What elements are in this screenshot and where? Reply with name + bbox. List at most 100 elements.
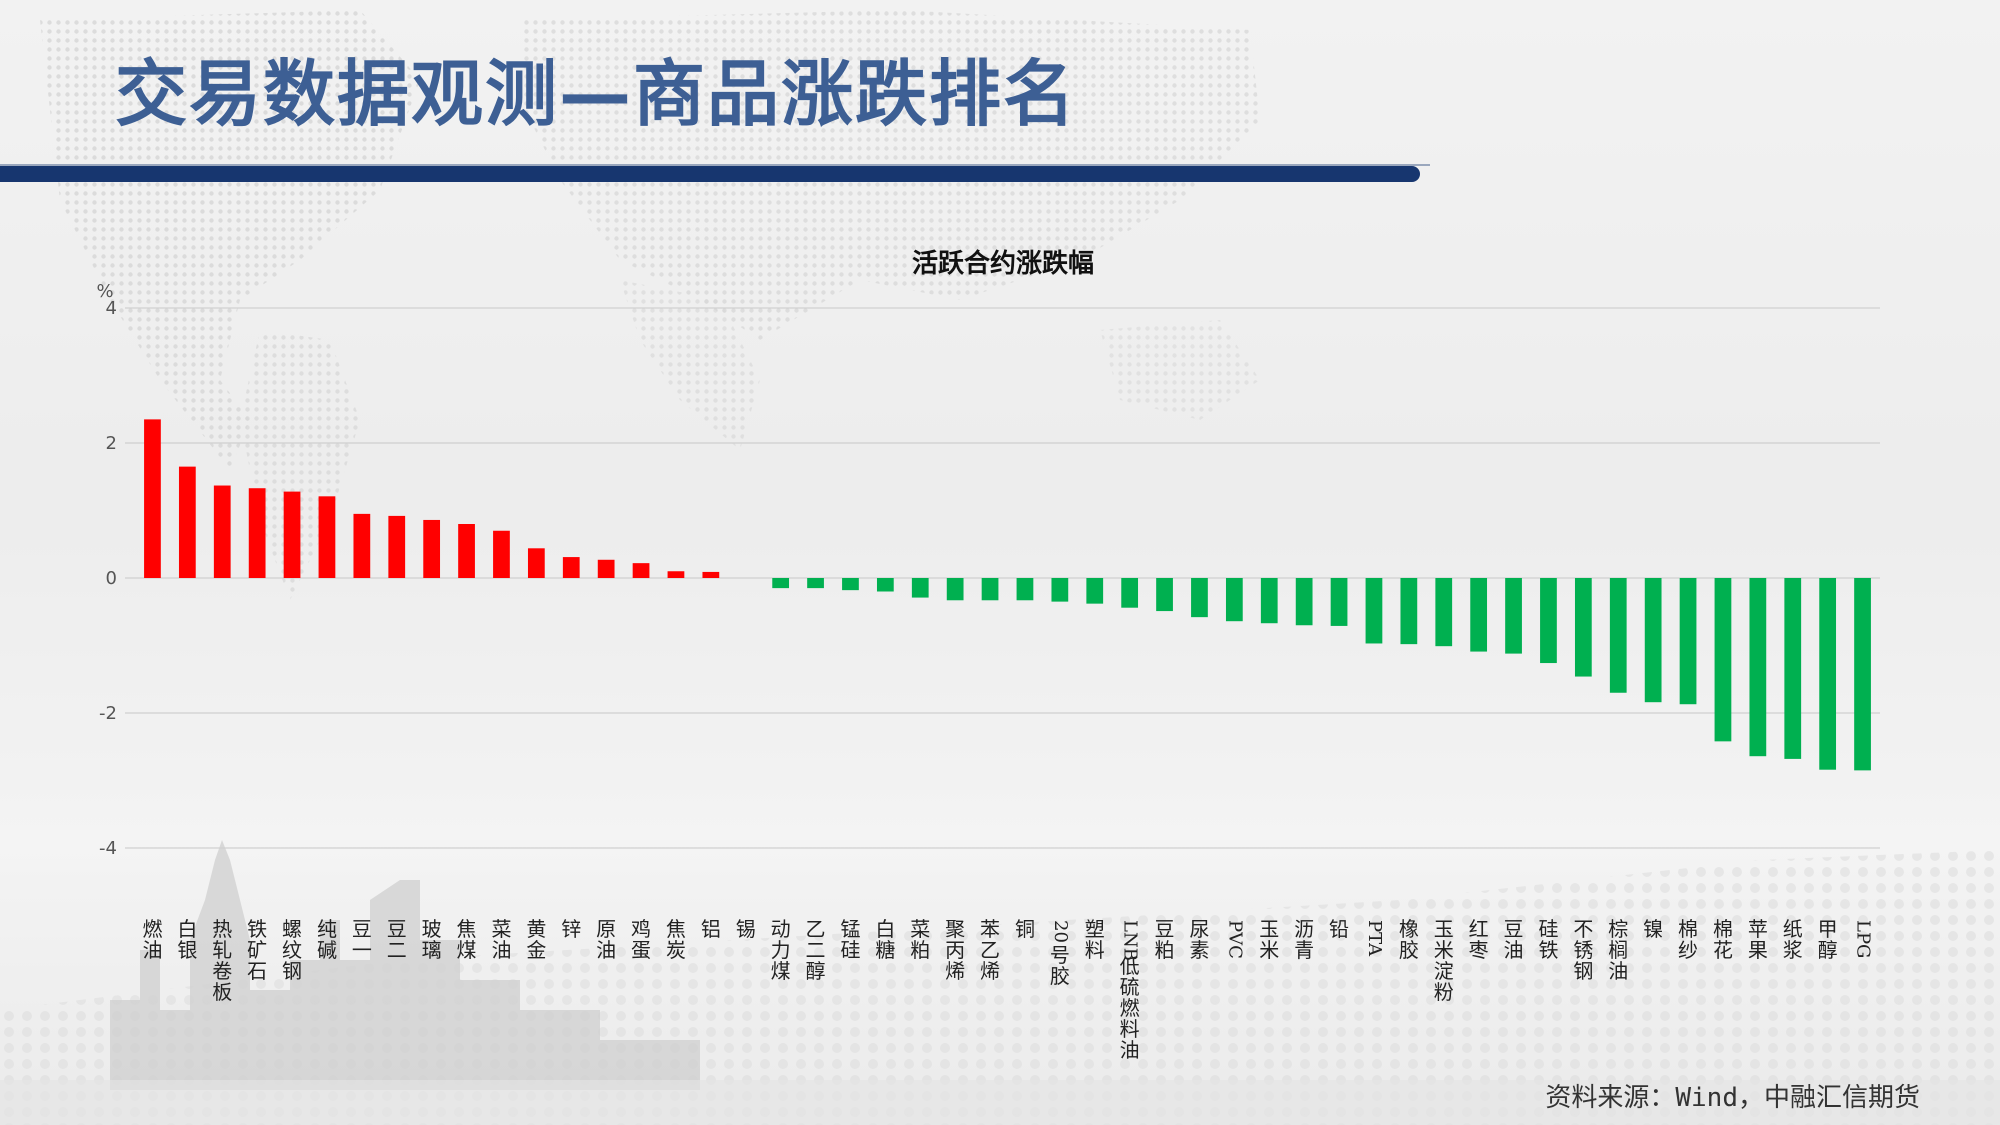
x-label-锡: 锡 [736,917,756,941]
svg-text:橡: 橡 [1399,917,1419,941]
svg-text:硫: 硫 [1120,975,1140,999]
x-label-甲醇: 甲醇 [1818,917,1838,962]
x-label-PTA: PTA [1364,920,1385,957]
bar-豆二 [388,515,406,578]
bar-甲醇 [1819,578,1837,770]
svg-text:粕: 粕 [910,938,930,962]
svg-text:煤: 煤 [771,959,791,983]
y-tick-label: 4 [106,298,117,319]
bar-20号胶 [1051,578,1069,602]
x-label-橡胶: 橡胶 [1399,917,1419,962]
svg-text:菜: 菜 [910,917,930,941]
x-label-锰硅: 锰硅 [840,917,860,962]
svg-text:苯: 苯 [980,917,1000,941]
title-underline [0,164,1430,166]
bar-棉花 [1714,578,1732,742]
bar-LNB低硫燃料油 [1121,578,1139,608]
svg-text:油: 油 [1504,938,1524,962]
y-tick-label: -2 [99,703,117,724]
svg-text:聚: 聚 [945,917,965,941]
y-tick-label: 0 [106,568,117,589]
x-label-豆一: 豆一 [352,917,372,962]
bar-铁矿石 [248,488,266,578]
svg-text:棉: 棉 [1713,917,1733,941]
x-label-棉花: 棉花 [1713,917,1733,962]
svg-text:LNB: LNB [1120,920,1141,961]
bar-锰硅 [842,578,859,591]
svg-text:原: 原 [596,917,616,941]
bar-棉纱 [1679,578,1697,705]
svg-text:热: 热 [212,917,232,941]
x-label-不锈钢: 不锈钢 [1573,917,1593,983]
bar-螺纹钢 [283,491,301,578]
svg-text:豆: 豆 [1155,917,1175,941]
svg-text:碱: 碱 [317,938,337,962]
svg-text:板: 板 [212,980,232,1004]
svg-text:铁: 铁 [247,917,267,941]
svg-text:铝: 铝 [701,917,721,941]
svg-text:硅: 硅 [840,938,860,962]
bar-尿素 [1191,578,1208,618]
svg-text:煤: 煤 [457,938,477,962]
svg-text:纱: 纱 [1678,938,1698,962]
svg-text:二: 二 [806,938,826,962]
svg-text:米: 米 [1259,938,1279,962]
svg-text:石: 石 [247,959,267,983]
svg-text:玉: 玉 [1259,917,1279,941]
svg-text:螺: 螺 [282,917,302,941]
svg-text:沥: 沥 [1294,917,1314,941]
svg-text:乙: 乙 [806,917,826,941]
svg-text:20: 20 [1050,920,1071,943]
svg-text:燃: 燃 [142,917,162,941]
x-label-尿素: 尿素 [1189,917,1209,962]
bar-沥青 [1295,578,1313,626]
svg-text:丙: 丙 [945,938,965,962]
svg-text:黄: 黄 [526,917,546,941]
svg-text:银: 银 [177,938,197,962]
source-note: 资料来源：Wind，中融汇信期货 [1545,1083,1920,1113]
x-label-铅: 铅 [1329,917,1349,941]
svg-text:烯: 烯 [980,959,1000,983]
bar-塑料 [1086,578,1104,604]
svg-text:力: 力 [771,938,791,962]
x-label-豆油: 豆油 [1504,917,1524,962]
x-label-螺纹钢: 螺纹钢 [282,917,302,983]
bar-苯乙烯 [981,578,999,601]
x-label-焦煤: 焦煤 [457,917,477,962]
x-label-LPG: LPG [1853,920,1874,958]
bar-乙二醇 [807,578,824,589]
svg-text:纸: 纸 [1783,917,1803,941]
x-label-铜: 铜 [1015,917,1035,941]
bar-LPG [1854,578,1871,771]
bar-白银 [178,466,196,578]
svg-text:锡: 锡 [736,917,756,941]
svg-text:榈: 榈 [1608,938,1628,962]
x-label-铁矿石: 铁矿石 [247,917,267,983]
svg-text:硅: 硅 [1538,917,1558,941]
svg-text:料: 料 [1085,938,1105,962]
bar-鸡蛋 [632,563,650,578]
bar-PVC [1225,578,1243,622]
x-label-白糖: 白糖 [875,917,895,962]
bar-玻璃 [423,519,441,578]
svg-text:粕: 粕 [1155,938,1175,962]
bar-棕榈油 [1609,578,1627,693]
x-label-鸡蛋: 鸡蛋 [631,917,651,962]
bar-橡胶 [1400,578,1418,645]
y-tick-label: 2 [106,433,117,454]
svg-text:矿: 矿 [247,938,267,962]
svg-text:油: 油 [1120,1038,1140,1062]
x-label-原油: 原油 [596,917,616,962]
bar-热轧卷板 [213,485,231,578]
svg-text:镍: 镍 [1643,917,1663,941]
gridlines [125,307,1880,849]
x-label-纯碱: 纯碱 [317,917,337,962]
bar-豆油 [1505,578,1522,654]
svg-text:锈: 锈 [1573,938,1593,962]
svg-text:油: 油 [491,938,511,962]
svg-text:金: 金 [526,938,546,962]
svg-text:铜: 铜 [1015,917,1035,941]
bar-铅 [1330,578,1348,626]
